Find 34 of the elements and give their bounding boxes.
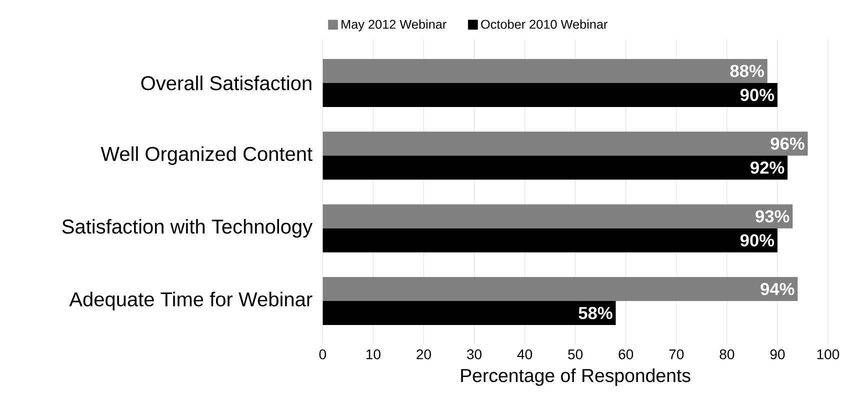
x-tick-label: 40 [517,349,532,360]
x-tick-label: 60 [618,349,634,360]
x-axis-title: Percentage of Respondents [461,368,690,386]
y-tick-label: Overall Satisfaction [141,76,312,90]
bar [322,301,616,326]
legend-label: October 2010 Webinar [481,20,608,29]
data-label: 94% [760,282,794,296]
data-label: 58% [578,306,612,320]
legend-label: May 2012 Webinar [342,20,446,32]
data-label: 88% [730,64,764,78]
bar [322,277,798,302]
bar [322,204,793,228]
y-tick-label: Well Organized Content [100,146,312,165]
data-label: 93% [756,210,790,222]
x-tick-label: 70 [669,349,684,360]
bar [322,156,788,180]
data-label: 92% [750,162,784,174]
data-label: 90% [740,88,774,102]
bar [322,58,768,83]
x-tick-label: 10 [366,349,380,360]
data-label: 90% [740,234,774,246]
x-tick-label: 90 [770,349,785,360]
x-tick-label: 80 [720,349,734,360]
bar [322,82,778,107]
x-tick-label: 50 [568,349,583,360]
data-label: 96% [770,138,804,150]
y-tick-label: Satisfaction with Technology [62,219,313,238]
x-tick-label: 0 [319,349,326,360]
x-tick-label: 100 [817,349,840,360]
bar [322,228,778,252]
x-tick-label: 30 [467,349,482,360]
y-tick-label: Adequate Time for Webinar [69,292,312,310]
bar [322,132,808,156]
x-tick-label: 20 [416,349,431,360]
